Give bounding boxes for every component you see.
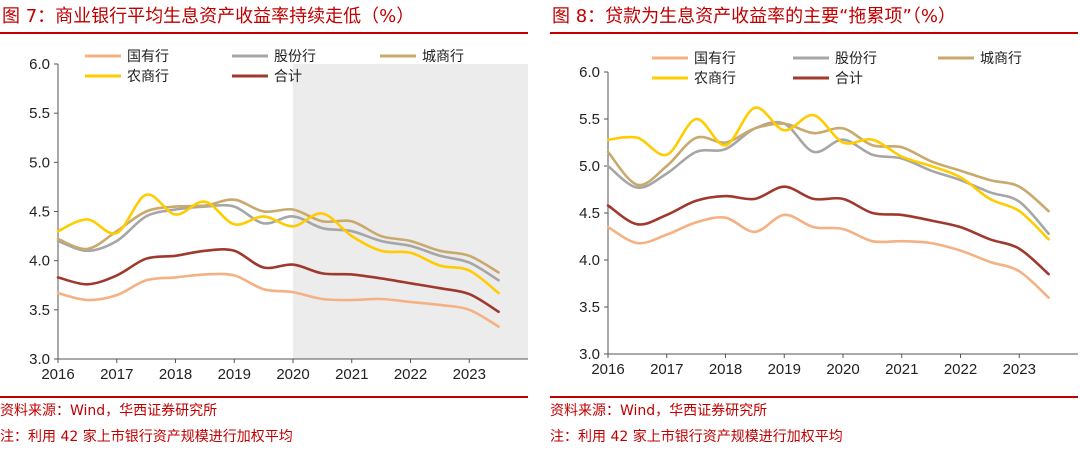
- figure-8-title: 图 8：贷款为生息资产收益率的主要“拖累项”（%）: [552, 6, 956, 27]
- figure-7-title: 图 7：商业银行平均生息资产收益率持续走低（%）: [2, 6, 415, 27]
- figure-8-title-rule: [550, 32, 1078, 34]
- legend-label-农商行: 农商行: [127, 69, 169, 85]
- x-tick-label: 2019: [768, 361, 801, 378]
- y-tick-label: 6.0: [29, 56, 50, 73]
- legend-label-合计: 合计: [274, 69, 302, 85]
- legend-label-城商行: 城商行: [422, 49, 464, 65]
- x-tick-label: 2021: [885, 361, 918, 378]
- series-line-合计: [56, 248, 500, 314]
- x-tick-label: 2016: [591, 361, 624, 378]
- series-line-合计: [606, 185, 1050, 276]
- series-line-股份行: [56, 203, 500, 282]
- legend-label-股份行: 股份行: [835, 51, 877, 67]
- y-tick-label: 6.0: [579, 64, 600, 81]
- legend-label-国有行: 国有行: [127, 49, 169, 65]
- y-tick-label: 3.0: [29, 351, 50, 368]
- x-tick-label: 2022: [944, 361, 977, 378]
- x-tick-label: 2017: [100, 366, 133, 383]
- figure-8-chart: 3.0 3.5 4.0 4.5 5.0 5.5 6.0 2016 2017 2018 2019 202…: [579, 51, 1078, 378]
- y-tick-label: 3.5: [29, 302, 50, 319]
- y-tick-label: 4.0: [29, 253, 50, 270]
- x-tick-label: 2022: [394, 366, 427, 383]
- shaded-period: [293, 64, 528, 359]
- x-tick-label: 2018: [159, 366, 192, 383]
- y-tick-label: 5.0: [29, 154, 50, 171]
- figure-8-bottom-rule: [550, 396, 1078, 398]
- figure-8: 图 8：贷款为生息资产收益率的主要“拖累项”（%） 3.0 3.5 4.0 4.5 5.…: [550, 0, 1080, 452]
- figure-7-chart: 3.0 3.5 4.0 4.5 5.0 5.5 6.0 2016 2017 2018 2019 202…: [29, 49, 528, 383]
- y-tick-label: 5.0: [579, 158, 600, 175]
- y-tick-label: 5.5: [29, 105, 50, 122]
- series-line-国有行: [606, 213, 1050, 299]
- x-tick-label: 2021: [335, 366, 368, 383]
- figure-7-bottom-rule: [0, 396, 528, 398]
- series-line-农商行: [56, 193, 500, 295]
- figure-7: 图 7：商业银行平均生息资产收益率持续走低（%） 3.0 3.5 4.0 4.5 5.0…: [0, 0, 530, 452]
- legend-label-股份行: 股份行: [274, 49, 316, 65]
- series-line-城商行: [606, 122, 1050, 213]
- series-line-股份行: [606, 120, 1050, 235]
- legend-label-合计: 合计: [835, 71, 863, 87]
- y-tick-label: 5.5: [579, 111, 600, 128]
- series-line-国有行: [56, 272, 500, 328]
- y-tick-label: 3.0: [579, 346, 600, 363]
- figure-8-note: 注：利用 42 家上市银行资产规模进行加权平均: [550, 429, 843, 445]
- series-line-农商行: [606, 106, 1050, 241]
- figure-7-source: 资料来源：Wind，华西证券研究所: [0, 403, 218, 419]
- series-line-城商行: [56, 198, 500, 274]
- legend-label-城商行: 城商行: [980, 51, 1022, 67]
- x-tick-label: 2017: [650, 361, 683, 378]
- x-tick-label: 2018: [709, 361, 742, 378]
- x-tick-label: 2020: [826, 361, 859, 378]
- figure-7-note: 注：利用 42 家上市银行资产规模进行加权平均: [0, 429, 293, 445]
- figure-7-title-rule: [0, 32, 528, 34]
- y-tick-label: 3.5: [579, 299, 600, 316]
- x-tick-label: 2023: [1003, 361, 1036, 378]
- y-tick-label: 4.5: [579, 205, 600, 222]
- legend-label-国有行: 国有行: [694, 51, 736, 67]
- x-tick-label: 2019: [218, 366, 251, 383]
- x-tick-label: 2016: [41, 366, 74, 383]
- legend-label-农商行: 农商行: [694, 71, 736, 87]
- y-tick-label: 4.0: [579, 252, 600, 269]
- x-tick-label: 2020: [276, 366, 309, 383]
- figure-8-source: 资料来源：Wind，华西证券研究所: [550, 403, 768, 419]
- x-tick-label: 2023: [453, 366, 486, 383]
- y-tick-label: 4.5: [29, 204, 50, 221]
